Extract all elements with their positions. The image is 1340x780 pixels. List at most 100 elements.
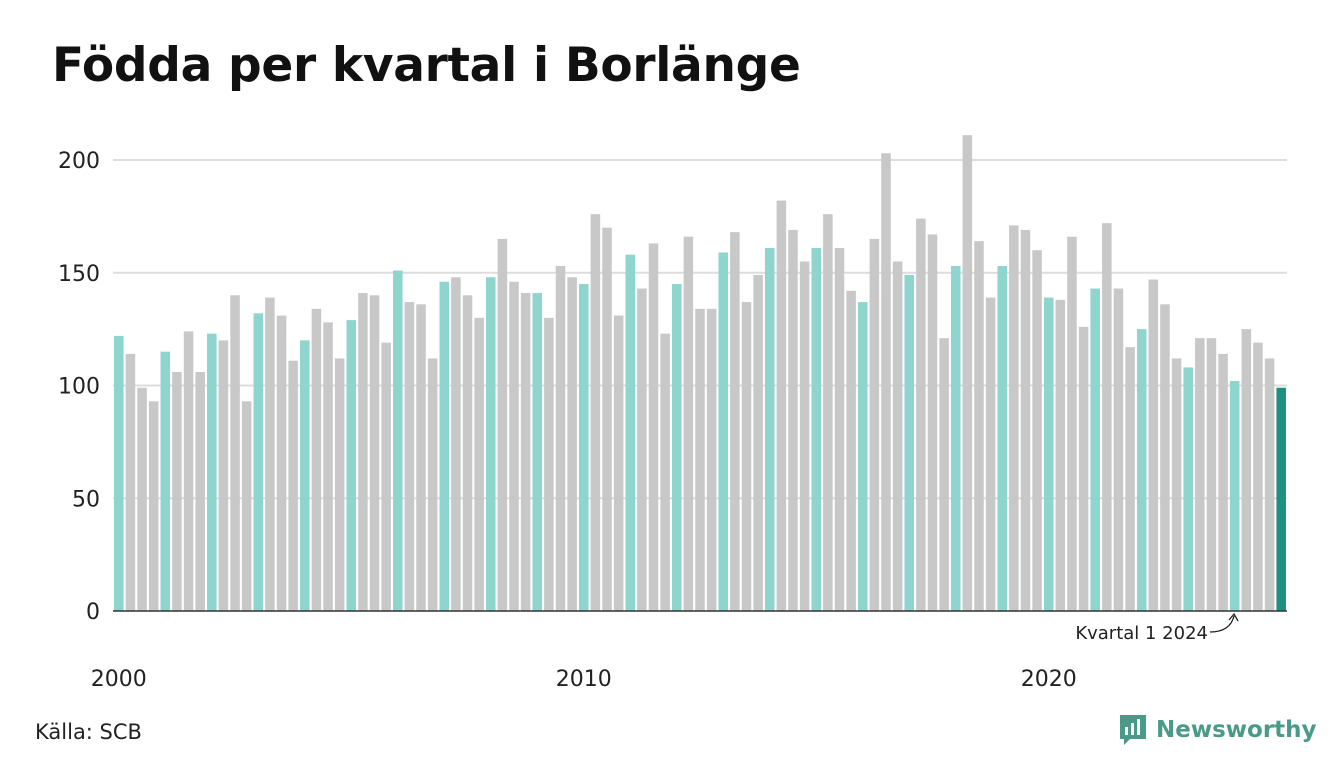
bar bbox=[323, 322, 333, 611]
bar bbox=[532, 293, 543, 611]
bar bbox=[741, 302, 752, 611]
y-tick-label: 150 bbox=[58, 262, 100, 287]
bar bbox=[300, 340, 310, 611]
bar bbox=[1160, 304, 1170, 611]
y-tick-label: 200 bbox=[58, 149, 100, 174]
bar bbox=[253, 313, 264, 611]
bar bbox=[137, 387, 147, 611]
bar bbox=[602, 227, 612, 611]
bar bbox=[230, 295, 240, 611]
bar bbox=[1043, 297, 1054, 611]
bar bbox=[776, 200, 787, 611]
bar bbox=[555, 265, 566, 611]
bar bbox=[846, 290, 856, 611]
bar bbox=[1102, 223, 1112, 611]
bar bbox=[369, 295, 380, 611]
bar bbox=[718, 252, 729, 611]
bar bbox=[346, 320, 357, 611]
bar bbox=[218, 340, 229, 611]
bar bbox=[183, 331, 194, 611]
bar bbox=[509, 281, 519, 611]
source-label: Källa: SCB bbox=[35, 720, 142, 744]
bar bbox=[753, 275, 763, 611]
bar bbox=[462, 295, 473, 611]
bar bbox=[892, 261, 903, 611]
bar bbox=[276, 315, 287, 611]
annotation-arrow bbox=[1209, 615, 1235, 633]
x-tick-label: 2010 bbox=[556, 667, 612, 692]
bar bbox=[962, 135, 973, 611]
bar bbox=[1171, 358, 1182, 611]
bar bbox=[625, 254, 636, 611]
bar bbox=[1009, 225, 1019, 611]
bar bbox=[1067, 236, 1077, 612]
bar bbox=[683, 236, 694, 612]
bar bbox=[416, 304, 426, 611]
bar bbox=[1136, 329, 1147, 611]
bar bbox=[125, 353, 136, 611]
bar bbox=[671, 284, 682, 611]
annotation-label: Kvartal 1 2024 bbox=[1075, 623, 1208, 644]
bar bbox=[950, 265, 961, 611]
bar bbox=[857, 302, 868, 611]
bar bbox=[404, 302, 415, 611]
bar bbox=[311, 308, 322, 611]
bar bbox=[1276, 387, 1286, 611]
bar bbox=[1229, 380, 1240, 611]
bar bbox=[764, 247, 775, 611]
bar bbox=[788, 229, 798, 611]
bar bbox=[393, 270, 403, 611]
y-tick-label: 100 bbox=[58, 375, 100, 400]
bar bbox=[916, 218, 926, 611]
bar bbox=[637, 288, 647, 611]
bar bbox=[823, 214, 833, 611]
bar bbox=[381, 342, 391, 611]
bar bbox=[1183, 367, 1193, 611]
bar bbox=[730, 232, 740, 611]
y-axis-ticks: 0 50 100 150 200 bbox=[58, 149, 100, 625]
bar bbox=[1148, 279, 1159, 611]
bar bbox=[1090, 288, 1100, 611]
bar bbox=[265, 297, 275, 611]
bar bbox=[451, 277, 461, 611]
bar bbox=[358, 293, 368, 611]
bar bbox=[497, 238, 508, 612]
brand-name: Newsworthy bbox=[1156, 717, 1317, 743]
bar bbox=[288, 360, 298, 611]
bar bbox=[590, 214, 601, 611]
bar bbox=[1078, 326, 1089, 611]
annotation-arrowhead bbox=[1228, 612, 1239, 622]
y-tick-label: 50 bbox=[72, 487, 100, 512]
bar bbox=[904, 275, 914, 611]
bar bbox=[172, 371, 182, 611]
x-axis-ticks: 2000 2010 2020 bbox=[91, 667, 1077, 692]
bar bbox=[1253, 342, 1263, 611]
bar bbox=[939, 338, 949, 611]
bar bbox=[613, 315, 624, 611]
bar bbox=[997, 265, 1007, 611]
bar bbox=[869, 238, 880, 612]
bar bbox=[811, 247, 822, 611]
bar bbox=[927, 234, 938, 612]
bar bbox=[648, 243, 659, 611]
x-tick-label: 2020 bbox=[1021, 667, 1077, 692]
bars bbox=[114, 135, 1286, 612]
bar bbox=[1125, 347, 1135, 611]
bar bbox=[486, 277, 496, 611]
bar bbox=[1020, 229, 1031, 611]
bar bbox=[114, 335, 124, 611]
annotation: Kvartal 1 2024 bbox=[1075, 612, 1239, 644]
bar bbox=[474, 317, 484, 611]
bar bbox=[974, 241, 984, 611]
bar bbox=[439, 281, 450, 611]
bar bbox=[544, 317, 554, 611]
bar bbox=[207, 333, 217, 611]
bar bbox=[578, 284, 589, 611]
bar bbox=[520, 293, 531, 611]
bar bbox=[1055, 299, 1066, 611]
brand-logo: Newsworthy bbox=[1118, 713, 1317, 747]
bar bbox=[1032, 250, 1042, 611]
bar bbox=[1206, 338, 1217, 611]
chart-title: Födda per kvartal i Borlänge bbox=[52, 38, 801, 93]
bar bbox=[148, 401, 159, 611]
